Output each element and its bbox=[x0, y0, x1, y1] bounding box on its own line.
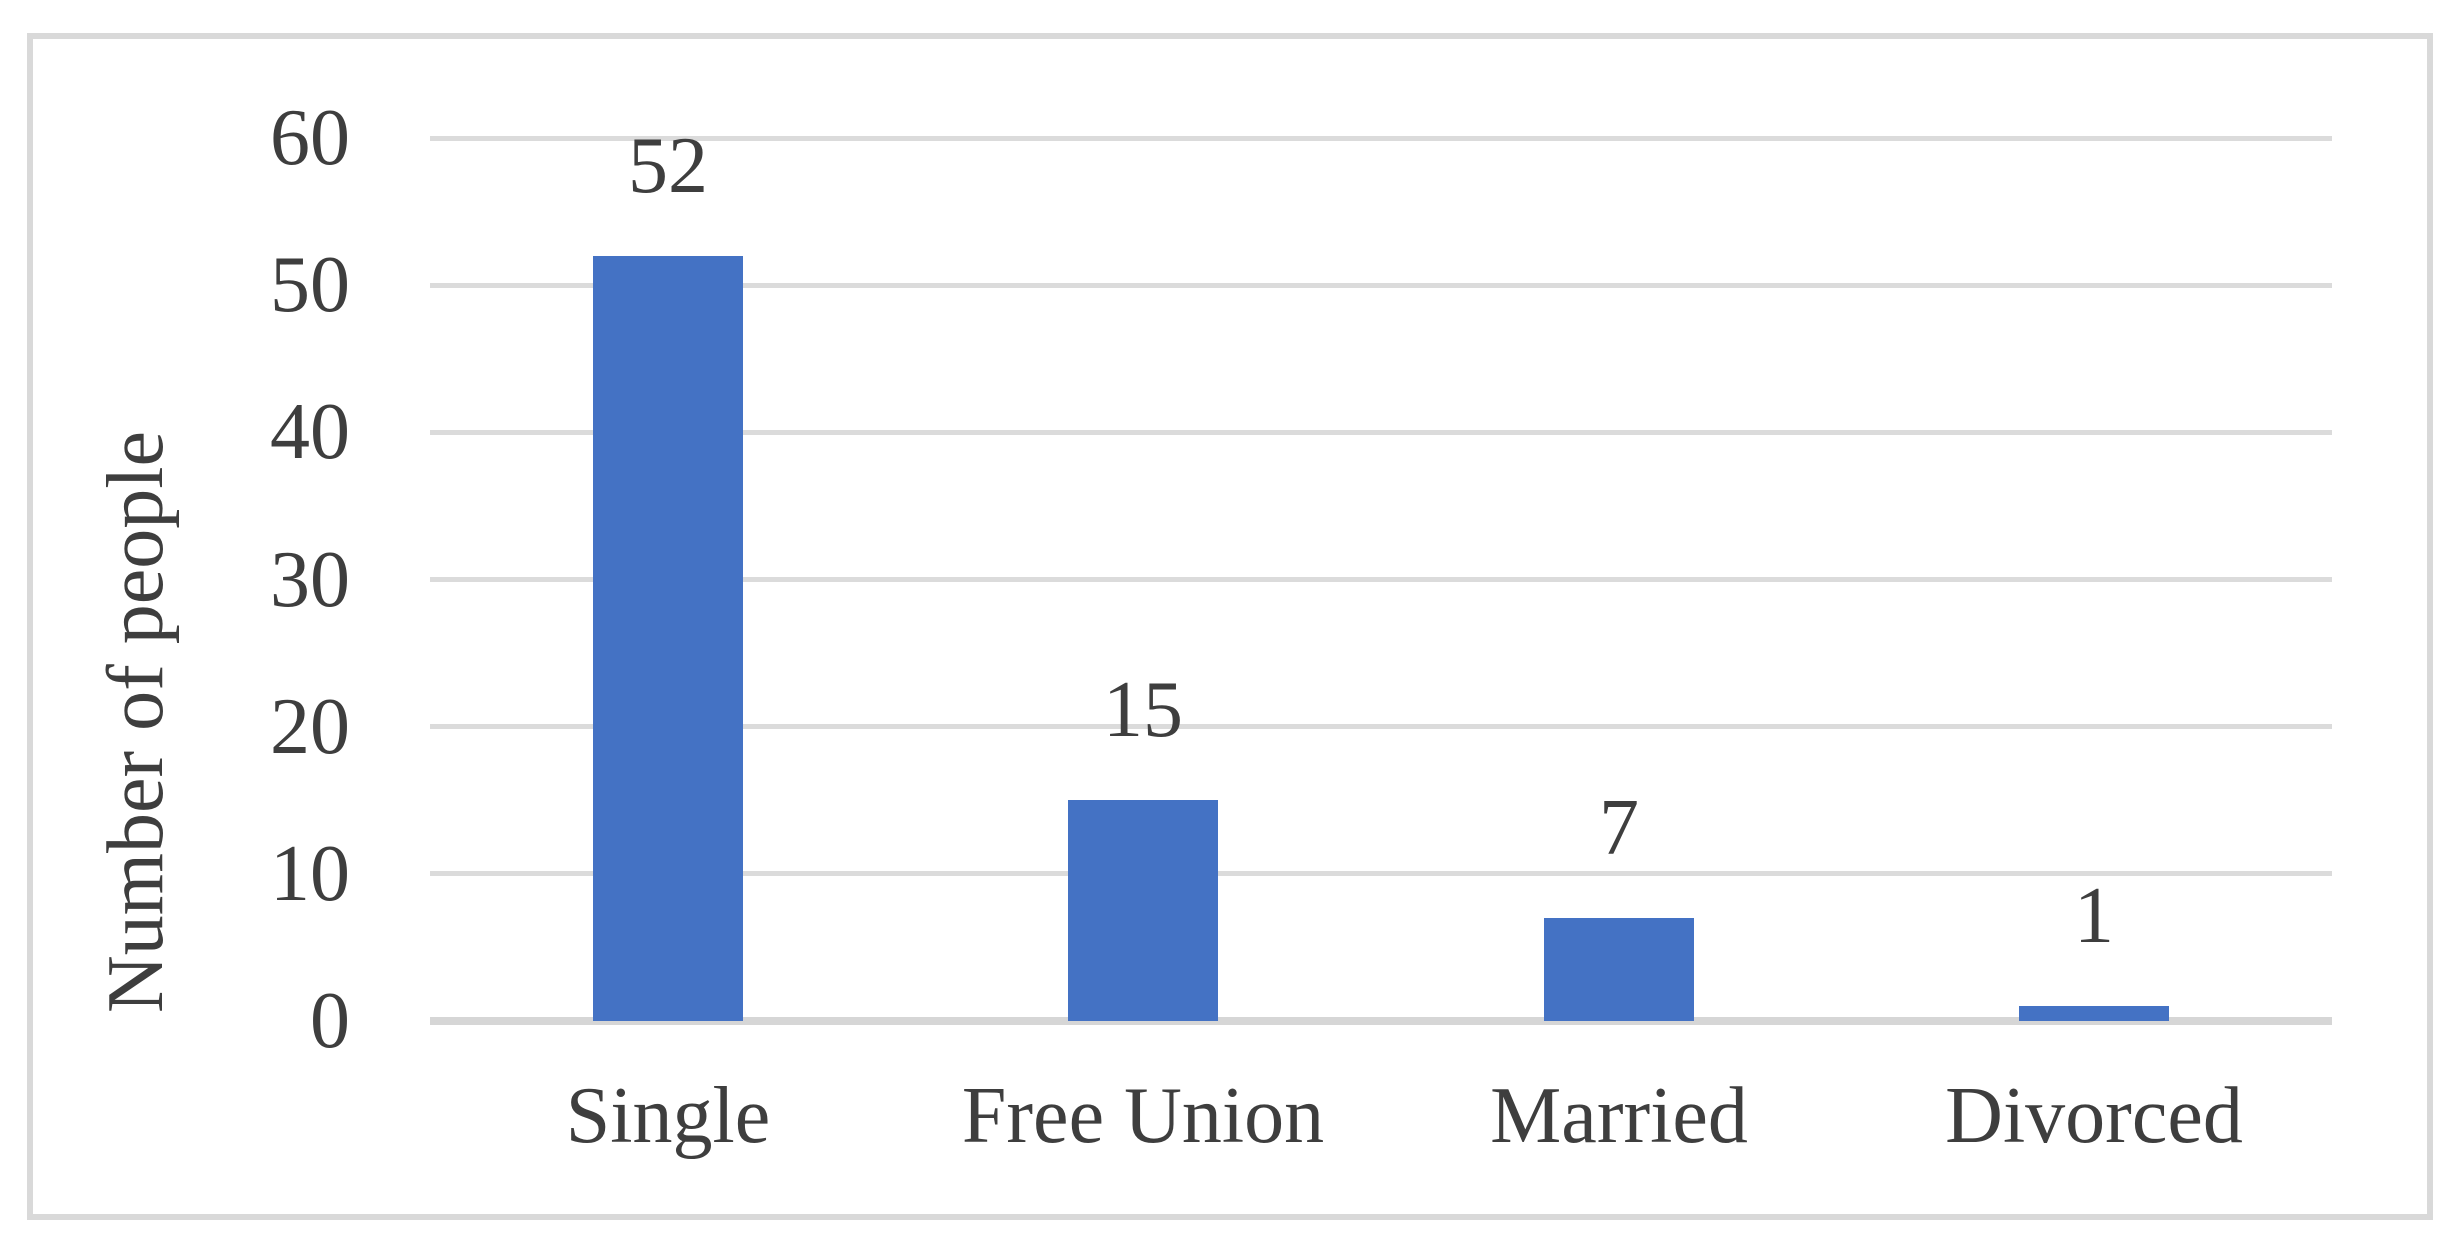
data-label: 15 bbox=[1103, 666, 1183, 754]
gridline bbox=[430, 577, 2332, 582]
data-label: 7 bbox=[1599, 784, 1639, 872]
x-axis-baseline bbox=[430, 1017, 2332, 1025]
gridline bbox=[430, 283, 2332, 288]
bar-single bbox=[593, 256, 743, 1021]
category-label: Free Union bbox=[961, 1072, 1325, 1160]
bar-married bbox=[1544, 918, 1694, 1021]
gridline bbox=[430, 136, 2332, 141]
data-label: 1 bbox=[2074, 872, 2114, 960]
gridline bbox=[430, 430, 2332, 435]
bar-free-union bbox=[1068, 800, 1218, 1021]
y-tick-label: 50 bbox=[270, 241, 350, 329]
y-tick-label: 30 bbox=[270, 536, 350, 624]
y-tick-label: 0 bbox=[310, 977, 350, 1065]
category-label: Single bbox=[565, 1072, 771, 1160]
y-tick-label: 20 bbox=[270, 683, 350, 771]
y-tick-label: 40 bbox=[270, 388, 350, 476]
gridline bbox=[430, 871, 2332, 876]
category-label: Married bbox=[1490, 1072, 1748, 1160]
y-tick-label: 10 bbox=[270, 830, 350, 918]
gridline bbox=[430, 724, 2332, 729]
data-label: 52 bbox=[628, 122, 708, 210]
bar-divorced bbox=[2019, 1006, 2169, 1021]
y-tick-label: 60 bbox=[270, 94, 350, 182]
category-label: Divorced bbox=[1945, 1072, 2243, 1160]
